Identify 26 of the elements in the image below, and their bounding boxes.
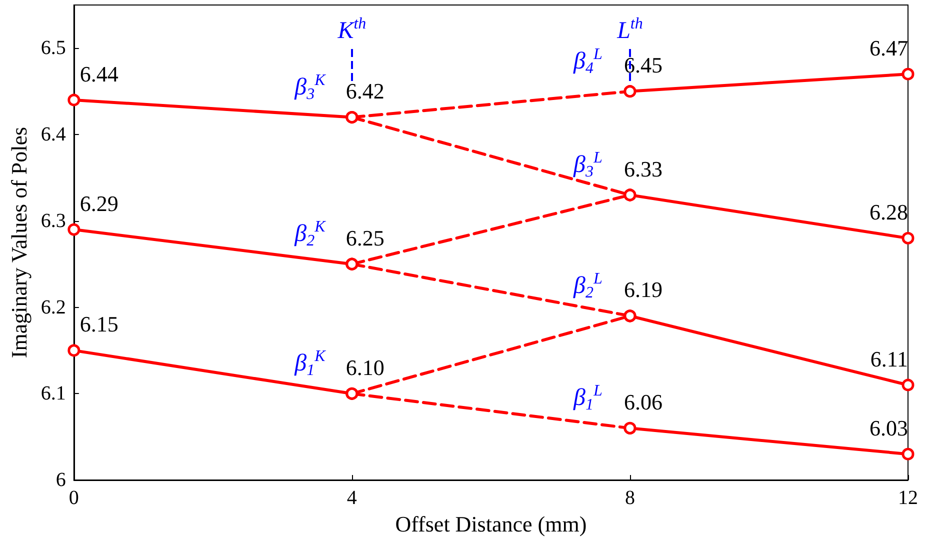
x-tick-label: 12 [898, 487, 918, 509]
data-label: 6.29 [80, 190, 118, 216]
y-tick-label: 6.1 [40, 382, 66, 405]
y-tick-label: 6.5 [40, 37, 66, 60]
data-label: 6.19 [624, 277, 662, 302]
data-label: 6.47 [870, 35, 908, 60]
data-label: 6.25 [346, 225, 384, 250]
y-axis-title: Imaginary Values of Poles [6, 126, 32, 358]
x-tick-label: 4 [346, 487, 357, 509]
y-tick-label: 6 [56, 469, 66, 491]
data-label: 6.45 [624, 52, 662, 78]
data-label: 6.06 [624, 389, 662, 414]
data-label: 6.42 [346, 78, 384, 104]
x-tick-label: 8 [624, 487, 635, 509]
data-label: 6.11 [870, 346, 908, 372]
data-label: 6.03 [870, 415, 908, 440]
data-label: 6.28 [870, 199, 908, 224]
data-label: 6.15 [80, 312, 118, 337]
data-label: 6.10 [346, 354, 384, 380]
y-tick-label: 6.4 [40, 124, 66, 146]
y-tick-label: 6.3 [40, 210, 66, 232]
x-axis-title: Offset Distance (mm) [395, 511, 587, 536]
y-tick-label: 6.2 [40, 296, 66, 318]
data-label: 6.44 [80, 61, 118, 86]
data-label: 6.33 [624, 156, 662, 182]
x-tick-label: 0 [68, 487, 79, 509]
